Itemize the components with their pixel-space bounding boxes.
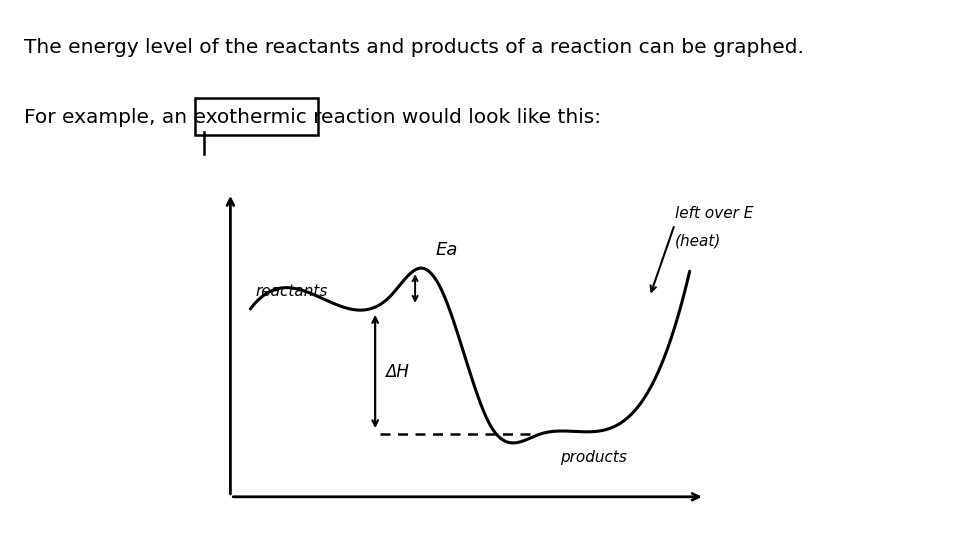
Text: For example, an exothermic reaction would look like this:: For example, an exothermic reaction woul… — [24, 108, 601, 127]
Text: ΔH: ΔH — [385, 362, 409, 381]
Text: reactants: reactants — [255, 285, 327, 300]
Text: products: products — [560, 450, 627, 465]
Text: The energy level of the reactants and products of a reaction can be graphed.: The energy level of the reactants and pr… — [24, 38, 804, 57]
Text: (heat): (heat) — [675, 234, 721, 249]
Text: left over E: left over E — [675, 206, 753, 221]
Text: Ea: Ea — [435, 241, 458, 259]
